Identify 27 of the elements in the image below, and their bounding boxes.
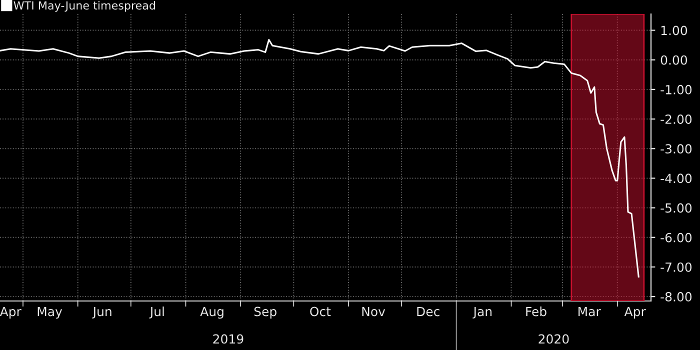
y-tick-label: -7.00: [660, 262, 692, 272]
x-tick-label: Oct: [310, 306, 331, 316]
x-tick-label: Jan: [472, 306, 492, 319]
legend-label: WTI May-June timespread: [14, 1, 156, 12]
y-tick-label: 0.00: [660, 55, 688, 65]
y-tick-label: -8.00: [660, 292, 692, 302]
y-tick-label: -2.00: [660, 114, 692, 124]
y-tick-label: -3.00: [660, 144, 692, 154]
y-tick-label: -6.00: [660, 232, 692, 242]
x-tick-label: Sep: [254, 306, 276, 319]
y-tick-label: -4.00: [660, 174, 692, 184]
x-tick-label: Mar: [578, 306, 601, 316]
line-series: [0, 38, 640, 278]
x-tick-label: Nov: [362, 306, 386, 316]
y-tick-label: -5.00: [660, 203, 692, 213]
x-tick-label: Apr: [624, 306, 646, 319]
x-tick-label: Feb: [526, 306, 546, 316]
x-tick-label: Apr: [0, 306, 22, 319]
text: 2019: [213, 334, 244, 344]
x-tick-label: Dec: [417, 306, 440, 316]
x-tick-label: Jun: [92, 306, 112, 319]
x-tick-label: May: [38, 306, 62, 319]
text: 2020: [538, 334, 569, 344]
x-tick-label: Aug: [200, 306, 224, 319]
y-tick-label: 1.00: [661, 26, 688, 36]
y-tick-label: -1.00: [660, 84, 692, 94]
x-tick-label: Jul: [149, 306, 164, 319]
